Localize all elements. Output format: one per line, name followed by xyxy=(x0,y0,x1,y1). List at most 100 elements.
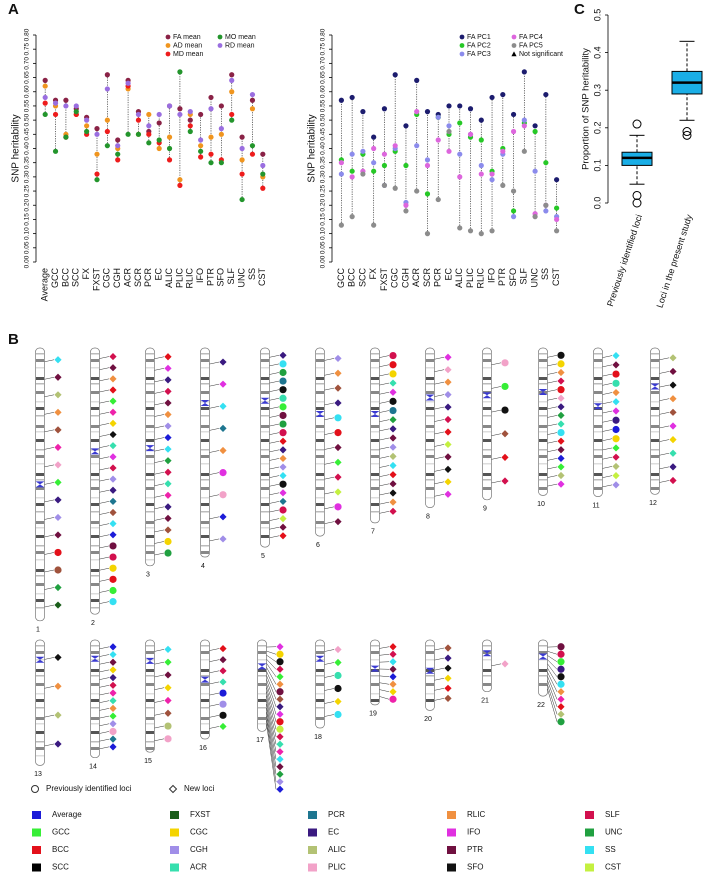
locus-new xyxy=(279,351,287,359)
band xyxy=(201,439,209,442)
locus-new xyxy=(557,688,565,696)
locus-connector xyxy=(209,692,220,696)
band xyxy=(316,463,324,465)
data-point xyxy=(146,140,152,146)
band xyxy=(146,521,154,524)
locus-connector xyxy=(44,377,55,380)
band xyxy=(651,407,659,410)
locus-connector xyxy=(547,667,558,685)
band xyxy=(146,527,154,529)
locus-new xyxy=(164,353,172,361)
data-point xyxy=(543,160,549,166)
band xyxy=(426,431,434,433)
locus-connector xyxy=(269,432,280,435)
locus-connector xyxy=(379,382,390,386)
locus-new xyxy=(444,654,452,662)
locus-connector xyxy=(602,456,613,460)
locus-new xyxy=(444,453,452,461)
locus-new xyxy=(612,352,620,360)
band xyxy=(146,723,154,725)
locus-connector xyxy=(491,457,502,460)
locus-connector xyxy=(434,688,445,691)
band xyxy=(426,391,434,394)
band xyxy=(36,367,44,369)
data-point xyxy=(52,100,59,106)
chromosome-label: 14 xyxy=(89,764,97,771)
locus-connector xyxy=(44,604,55,608)
locus-connector xyxy=(547,389,558,392)
band xyxy=(539,455,547,458)
data-point xyxy=(135,111,142,118)
band xyxy=(146,545,154,547)
band xyxy=(651,487,659,490)
centromere xyxy=(35,656,45,663)
locus-new xyxy=(557,377,565,385)
locus-new xyxy=(334,458,342,466)
locus-connector xyxy=(324,417,335,421)
band xyxy=(36,487,44,490)
band xyxy=(36,425,44,428)
locus-connector xyxy=(99,601,110,604)
band xyxy=(426,487,434,490)
band xyxy=(91,607,99,609)
band xyxy=(146,383,154,385)
locus-connector xyxy=(379,511,390,514)
legend-label: ACR xyxy=(190,863,207,872)
data-point xyxy=(84,123,90,129)
locus-connector xyxy=(269,483,280,487)
locus-connector xyxy=(269,492,280,496)
band xyxy=(371,503,379,506)
band xyxy=(91,439,99,442)
band xyxy=(426,659,434,661)
centromere xyxy=(370,665,380,672)
locus-new xyxy=(109,520,117,528)
locus-new xyxy=(557,480,565,488)
band xyxy=(651,367,659,369)
chromosome xyxy=(145,639,155,753)
data-point xyxy=(457,151,463,157)
locus-connector xyxy=(379,689,390,692)
data-point xyxy=(371,134,377,140)
locus-connector xyxy=(379,654,390,656)
y-tick-label: 0.15 xyxy=(320,213,327,226)
chromosome xyxy=(482,639,492,693)
locus-connector xyxy=(379,446,390,450)
band xyxy=(91,683,99,686)
data-point xyxy=(156,137,162,143)
locus-known xyxy=(612,370,620,378)
locus-connector xyxy=(99,367,110,370)
locus-connector xyxy=(324,506,335,510)
data-point xyxy=(52,111,59,118)
band xyxy=(201,391,209,394)
x-tick-label: CST xyxy=(551,267,561,286)
data-point xyxy=(63,103,69,109)
locus-connector xyxy=(266,667,277,685)
centromere xyxy=(35,481,45,488)
x-tick-label: BCC xyxy=(60,268,70,288)
x-tick-label: Loci in the present study xyxy=(655,213,695,309)
data-point xyxy=(403,208,409,214)
locus-connector xyxy=(154,674,165,678)
locus-connector xyxy=(324,476,335,480)
x-tick-label: PLIC xyxy=(174,268,184,289)
band xyxy=(594,391,602,394)
legend-swatch xyxy=(170,828,179,837)
locus-known xyxy=(557,718,565,726)
data-point xyxy=(349,94,355,101)
locus-new xyxy=(444,378,452,386)
locus-connector xyxy=(154,713,165,716)
locus-connector xyxy=(269,518,280,521)
data-point xyxy=(414,77,420,83)
x-tick-label: CGH xyxy=(400,268,410,288)
band xyxy=(146,479,154,481)
band xyxy=(316,487,324,490)
x-tick-label: SFO xyxy=(216,268,226,287)
y-tick-label: 0.75 xyxy=(24,42,31,55)
legend-symbol xyxy=(31,785,39,793)
x-tick-label: SS xyxy=(540,268,550,280)
data-point xyxy=(489,177,495,183)
centromere xyxy=(593,403,603,410)
locus-known xyxy=(164,549,172,557)
locus-connector xyxy=(269,441,280,444)
band xyxy=(91,479,99,481)
